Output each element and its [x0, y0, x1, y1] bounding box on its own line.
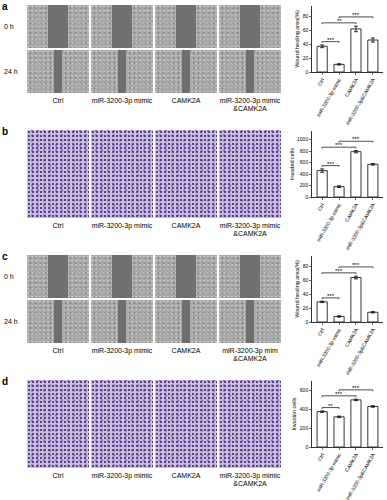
svg-text:***: ***	[335, 142, 343, 148]
html-text:CAMK2A: CAMK2A	[171, 472, 201, 479]
html-text:miR-3200-3p mimic: miR-3200-3p mimic	[91, 97, 153, 104]
svg-text:miR-3200-3p&CAMK2A: miR-3200-3p&CAMK2A	[344, 326, 376, 375]
svg-text:miR-3200-3p mimic: miR-3200-3p mimic	[315, 202, 342, 243]
html-text:miR-3200-3p mimic: miR-3200-3p mimic	[91, 222, 153, 229]
svg-text:80: 80	[303, 263, 309, 269]
svg-text:40: 40	[303, 291, 309, 297]
html-text:miR-3200-3p mimic &CAMK2A: miR-3200-3p mimic &CAMK2A	[219, 97, 281, 112]
svg-text:***: ***	[335, 391, 343, 397]
svg-text:600: 600	[300, 159, 309, 165]
html-text:0 h: 0 h	[4, 272, 14, 280]
svg-text:60: 60	[303, 277, 309, 283]
svg-text:Ctrl: Ctrl	[316, 202, 325, 212]
svg-text:***: ***	[352, 12, 360, 18]
html-text:24 h: 24 h	[4, 67, 18, 75]
svg-text:Invaded cells: Invaded cells	[289, 148, 295, 180]
svg-text:40: 40	[303, 41, 309, 47]
html-text:0 h: 0 h	[4, 22, 14, 30]
svg-text:miR-3200-3p mimic: miR-3200-3p mimic	[315, 452, 342, 493]
html-text:CAMK2A: CAMK2A	[171, 347, 201, 354]
html-text:a: a	[2, 1, 8, 12]
svg-text:60: 60	[303, 27, 309, 33]
svg-text:0: 0	[305, 194, 308, 200]
svg-text:***: ***	[352, 385, 360, 391]
svg-text:Invasion cells: Invasion cells	[291, 397, 297, 430]
svg-text:***: ***	[335, 268, 343, 274]
svg-text:CAMK2A: CAMK2A	[344, 326, 360, 347]
svg-text:0: 0	[305, 319, 308, 325]
svg-text:miR-3200-3p&CAMK2A: miR-3200-3p&CAMK2A	[344, 76, 376, 125]
html-text:d: d	[2, 376, 9, 387]
svg-text:***: ***	[327, 37, 335, 43]
html-text:miR-3200-3p mimic &CAMK2A: miR-3200-3p mimic &CAMK2A	[219, 472, 281, 487]
html-text:miR-3200-3p mimic: miR-3200-3p mimic	[91, 347, 153, 354]
svg-text:CAMK2A: CAMK2A	[344, 76, 360, 97]
svg-text:20: 20	[303, 55, 309, 61]
svg-text:800: 800	[300, 148, 309, 154]
svg-text:***: ***	[327, 293, 335, 299]
html-text:b: b	[2, 126, 9, 137]
svg-text:CAMK2A: CAMK2A	[344, 201, 360, 222]
svg-text:***: ***	[327, 161, 335, 167]
svg-text:CAMK2A: CAMK2A	[344, 451, 360, 472]
svg-text:miR-3200-3p mimic: miR-3200-3p mimic	[315, 327, 342, 368]
svg-text:400: 400	[300, 171, 309, 177]
svg-text:0: 0	[305, 444, 308, 450]
html-text:Ctrl: Ctrl	[52, 97, 64, 104]
svg-text:20: 20	[303, 305, 309, 311]
svg-text:miR-3200-3p&CAMK2A: miR-3200-3p&CAMK2A	[344, 451, 376, 500]
svg-text:200: 200	[300, 425, 309, 431]
svg-text:1000: 1000	[297, 136, 308, 142]
svg-text:Ctrl: Ctrl	[316, 327, 325, 337]
html-text:miR-3200-3p mimic: miR-3200-3p mimic	[91, 472, 153, 479]
html-text:miR-3200-3p mimic &CAMK2A: miR-3200-3p mimic &CAMK2A	[219, 222, 281, 237]
svg-text:**: **	[328, 403, 333, 409]
html-text:CAMK2A: CAMK2A	[171, 97, 201, 104]
html-text:CAMK2A: CAMK2A	[171, 222, 201, 229]
html-text:miR-3200-3p mim &CAMK2A: miR-3200-3p mim &CAMK2A	[222, 347, 278, 362]
svg-text:Ctrl: Ctrl	[316, 452, 325, 462]
svg-text:miR-3200-3p&CAMK2A: miR-3200-3p&CAMK2A	[344, 201, 376, 250]
html-text:24 h: 24 h	[4, 317, 18, 325]
svg-text:***: ***	[352, 262, 360, 268]
svg-text:Wound healing area(%): Wound healing area(%)	[294, 10, 300, 68]
html-text:c: c	[2, 251, 8, 262]
svg-text:Wound healing area(%): Wound healing area(%)	[294, 260, 300, 318]
svg-text:***: ***	[352, 136, 360, 142]
svg-text:**: **	[337, 18, 342, 24]
svg-text:400: 400	[300, 406, 309, 412]
svg-text:0: 0	[305, 69, 308, 75]
html-text:Ctrl: Ctrl	[52, 347, 64, 354]
svg-text:200: 200	[300, 182, 309, 188]
svg-text:600: 600	[300, 387, 309, 393]
html-text:Ctrl: Ctrl	[52, 472, 64, 479]
svg-text:miR-3200-3p mimic: miR-3200-3p mimic	[315, 77, 342, 118]
svg-text:80: 80	[303, 13, 309, 19]
svg-text:Ctrl: Ctrl	[316, 77, 325, 87]
html-text:Ctrl: Ctrl	[52, 222, 64, 229]
